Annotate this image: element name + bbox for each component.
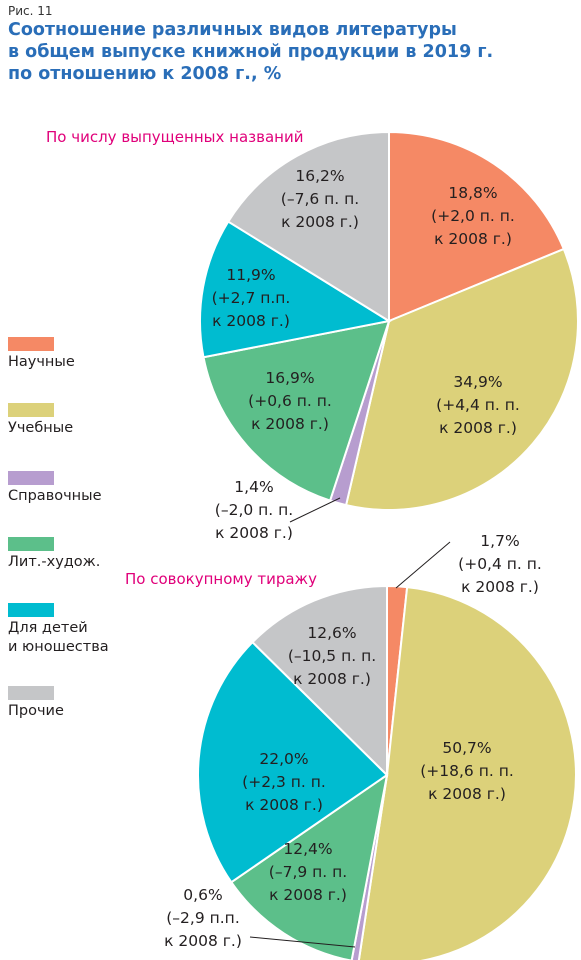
pie-2-data-label: 50,7% (+18,6 п. п. к 2008 г.) (387, 737, 547, 806)
data-label-line: (+0,4 п. п. (458, 555, 542, 573)
legend-item: Лит.-худож. (8, 537, 100, 572)
data-label-line: (–7,6 п. п. (280, 190, 360, 208)
chart-title-line-1: Соотношение различных видов литературы (8, 20, 457, 40)
data-label-line: (+4,4 п. п. (436, 396, 520, 414)
data-label-line: к 2008 г.) (434, 230, 512, 248)
pie-2-subtitle: По совокупному тиражу (125, 570, 317, 588)
legend-item: Учебные (8, 403, 73, 438)
pie-2-leader-line (249, 936, 356, 948)
data-label-line: к 2008 г.) (293, 670, 371, 688)
data-label-line: (–2,9 п.п. (166, 909, 240, 927)
legend-item: Научные (8, 337, 75, 372)
pie-2-slice (229, 772, 389, 960)
data-label-line: 22,0% (259, 750, 309, 768)
data-label-line: 11,9% (226, 266, 276, 284)
data-label-line: (+2,3 п. п. (242, 773, 326, 791)
data-label-line: (+18,6 п. п. (420, 762, 514, 780)
pie-2-slice (197, 640, 389, 884)
data-label-line: к 2008 г.) (461, 578, 539, 596)
legend-item: Для детей и юношества (8, 603, 109, 657)
pie-1-data-label: 1,4% (–2,0 п. п. к 2008 г.) (174, 476, 334, 545)
pie-2-leader-line (395, 541, 451, 589)
legend-swatch (8, 471, 54, 485)
legend-swatch (8, 537, 54, 551)
data-label-line: 18,8% (448, 184, 498, 202)
pie-1-data-label: 16,9% (+0,6 п. п. к 2008 г.) (210, 367, 370, 436)
chart-title-line-2: в общем выпуске книжной продукции в 2019… (8, 42, 494, 62)
data-label-line: к 2008 г.) (245, 796, 323, 814)
legend-item: Прочие (8, 686, 64, 721)
pie-2-slice (251, 584, 388, 778)
legend-label: Справочные (8, 488, 102, 504)
legend-swatch (8, 603, 54, 617)
legend-swatch (8, 337, 54, 351)
pie-2-data-label: 0,6% (–2,9 п.п. к 2008 г.) (123, 884, 283, 953)
data-label-line: (–10,5 п. п. (287, 647, 377, 665)
data-label-line: 12,4% (283, 840, 333, 858)
pie-2-data-label: 12,4% (–7,9 п. п. к 2008 г.) (228, 838, 388, 907)
data-label-line: 16,9% (265, 369, 315, 387)
figure-label: Рис. 11 (8, 4, 53, 18)
data-label-line: 34,9% (453, 373, 503, 391)
pie-2-data-label: 1,7% (+0,4 п. п. к 2008 г.) (420, 530, 580, 599)
pie-1-slice (199, 220, 392, 359)
pie-1-subtitle: По числу выпущенных названий (46, 128, 304, 146)
pie-2-data-label: 12,6% (–10,5 п. п. к 2008 г.) (252, 622, 412, 691)
data-label-line: (+0,6 п. п. (248, 392, 332, 410)
data-label-line: (+2,0 п. п. (431, 207, 515, 225)
legend-label: Для детей и юношества (8, 620, 109, 655)
legend-swatch (8, 686, 54, 700)
pie-1-data-label: 11,9% (+2,7 п.п. к 2008 г.) (171, 264, 331, 333)
data-label-line: к 2008 г.) (269, 886, 347, 904)
pie-1-slice (202, 319, 391, 502)
legend-swatch (8, 403, 54, 417)
legend-label: Учебные (8, 420, 74, 436)
data-label-line: к 2008 г.) (251, 415, 329, 433)
pie-1-slice (226, 130, 390, 323)
pie-1-data-label: 34,9% (+4,4 п. п. к 2008 г.) (398, 371, 558, 440)
data-label-line: к 2008 г.) (212, 312, 290, 330)
pie-2-data-label: 22,0% (+2,3 п. п. к 2008 г.) (204, 748, 364, 817)
data-label-line: 1,7% (480, 532, 520, 550)
chart-title-line-3: по отношению к 2008 г., % (8, 64, 282, 84)
data-label-line: к 2008 г.) (215, 524, 293, 542)
data-label-line: 50,7% (442, 739, 492, 757)
data-label-line: 0,6% (183, 886, 223, 904)
legend-label: Прочие (8, 703, 64, 719)
legend-label: Лит.-худож. (8, 554, 101, 570)
pie-1-slice (388, 130, 566, 323)
data-label-line: 16,2% (295, 167, 345, 185)
pie-1-data-label: 16,2% (–7,6 п. п. к 2008 г.) (240, 165, 400, 234)
pie-1-leader-line (289, 497, 341, 523)
pie-2-slice (357, 585, 577, 960)
data-label-line: 12,6% (307, 624, 357, 642)
pie-1-data-label: 18,8% (+2,0 п. п. к 2008 г.) (393, 182, 553, 251)
data-label-line: (–7,9 п. п. (268, 863, 348, 881)
legend-item: Справочные (8, 471, 102, 506)
data-label-line: к 2008 г.) (439, 419, 517, 437)
data-label-line: к 2008 г.) (281, 213, 359, 231)
data-label-line: 1,4% (234, 478, 274, 496)
data-label-line: (–2,0 п. п. (214, 501, 294, 519)
legend-label: Научные (8, 354, 75, 370)
data-label-line: (+2,7 п.п. (211, 289, 291, 307)
pie-1-slice (344, 247, 579, 511)
data-label-line: к 2008 г.) (428, 785, 506, 803)
chart-title: Соотношение различных видов литературы в… (8, 19, 508, 85)
data-label-line: к 2008 г.) (164, 932, 242, 950)
